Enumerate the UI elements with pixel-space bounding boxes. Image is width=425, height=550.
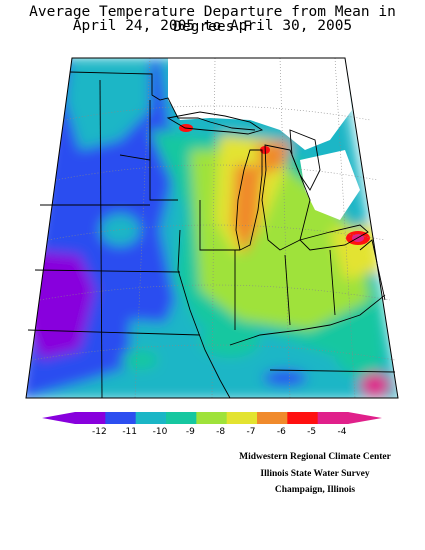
map-frame: [25, 57, 399, 399]
legend-bin: [317, 412, 349, 424]
legend-high-arrow: [348, 412, 382, 424]
map-title-line-2: April 24, 2005 to April 30, 2005: [72, 18, 353, 34]
legend-tick-label: -12: [92, 427, 107, 437]
legend-tick-label: -11: [122, 427, 137, 437]
color-legend: -12 -11 -10 -9 -8 -7 -6 -5 -4: [42, 412, 382, 437]
credit-line-1: Midwestern Regional Climate Center: [239, 452, 391, 462]
boundaries: [27, 71, 396, 399]
legend-tick-label: -8: [216, 427, 225, 437]
legend-bin: [257, 412, 288, 424]
legend-tick-label: -4: [338, 427, 347, 437]
legend-tick-label: -7: [247, 427, 256, 437]
legend-bin: [226, 412, 258, 424]
legend-bin: [166, 412, 197, 424]
legend-bin: [196, 412, 228, 424]
credit-line-3: Champaign, Illinois: [274, 485, 356, 495]
legend-bin: [135, 412, 167, 424]
legend-bin: [287, 412, 319, 424]
legend-tick-label: -10: [153, 427, 168, 437]
credit-line-2: Illinois State Water Survey: [260, 469, 370, 479]
map-title-line-1: Average Temperature Departure from Mean …: [29, 4, 396, 35]
legend-bin: [105, 412, 137, 424]
legend-tick-label: -9: [186, 427, 195, 437]
legend-tick-label: -5: [307, 427, 316, 437]
legend-low-arrow: [42, 412, 75, 424]
graticule: [31, 57, 396, 399]
legend-tick-label: -6: [277, 427, 286, 437]
legend-bin: [75, 412, 106, 424]
